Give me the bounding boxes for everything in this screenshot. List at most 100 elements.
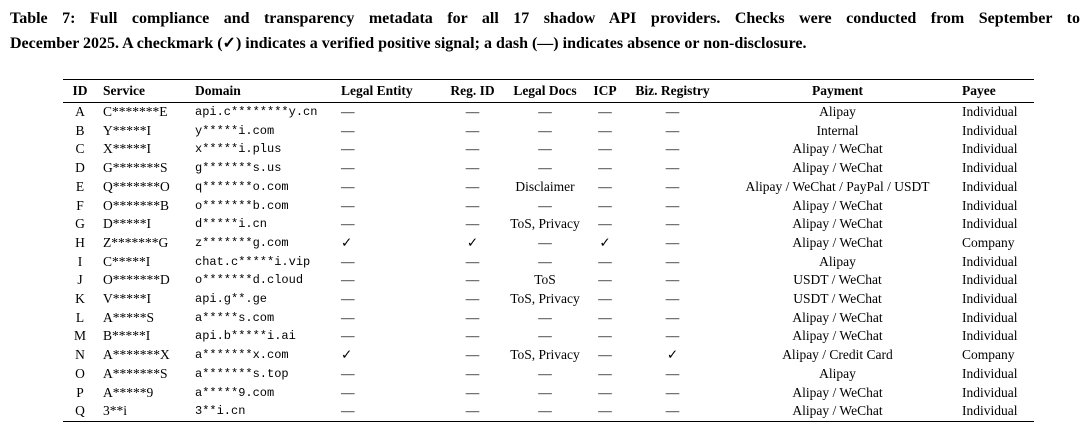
cell-payment: Alipay / WeChat xyxy=(792,216,883,232)
cell-legal-entity: — xyxy=(341,384,355,400)
table-header-row: ID Service Domain Legal Entity Reg. ID L… xyxy=(63,79,1034,103)
cell-service: C*******E xyxy=(103,104,168,119)
cell-id: H xyxy=(75,234,85,250)
column-header-service: Service xyxy=(97,79,190,103)
cell-icp: — xyxy=(598,328,612,344)
table-row: E Q*******O q*******o.com — — Disclaimer — — Ali… xyxy=(63,178,1034,197)
cell-legal-docs: — xyxy=(538,328,552,344)
cell-domain: api.g**.ge xyxy=(195,292,268,307)
cell-legal-docs: Disclaimer xyxy=(515,178,575,194)
compliance-metadata-table: ID Service Domain Legal Entity Reg. ID L… xyxy=(63,79,1034,422)
cell-legal-docs: — xyxy=(538,253,552,269)
cell-id: O xyxy=(75,365,85,381)
table-row: K V*****I api.g**.ge — — ToS, Privacy — — USDT /… xyxy=(63,290,1034,309)
cell-id: I xyxy=(77,253,83,269)
column-header-biz-registry: Biz. Registry xyxy=(625,79,720,103)
cell-service: 3**i xyxy=(103,403,128,419)
table-row: H Z*******G z*******g.com ✓ ✓ — ✓ — Alipay / WeC… xyxy=(63,234,1034,253)
table-row: A C*******E api.c********y.cn — — — — — Alipay In… xyxy=(63,103,1034,122)
cell-domain: a*******s.top xyxy=(195,366,289,381)
cell-id: L xyxy=(75,309,85,325)
cell-payment: Alipay / Credit Card xyxy=(782,347,893,363)
cell-biz-registry: — xyxy=(665,122,680,138)
cell-legal-docs: — xyxy=(538,384,552,400)
cell-icp: — xyxy=(598,197,612,213)
cell-id: F xyxy=(76,197,84,213)
cell-legal-docs: — xyxy=(538,122,552,138)
cell-service: D*****I xyxy=(103,216,151,232)
cell-payment: Alipay / WeChat xyxy=(792,403,883,419)
cell-payee: Individual xyxy=(962,365,1018,381)
table-caption-line-2: December 2025. A checkmark (✓) indicates… xyxy=(10,35,807,52)
cell-reg-id: ✓ xyxy=(466,234,479,250)
cell-icp: — xyxy=(598,384,612,400)
cell-payment: Alipay / WeChat xyxy=(792,234,883,250)
cell-icp: — xyxy=(598,104,612,119)
table-row: O A*******S a*******s.top — — — — — Alipay Indivi… xyxy=(63,365,1034,384)
cell-legal-entity: — xyxy=(341,104,355,119)
cell-id: D xyxy=(75,160,85,176)
cell-biz-registry: ✓ xyxy=(666,347,679,363)
cell-icp: — xyxy=(598,122,612,138)
cell-payee: Individual xyxy=(962,178,1018,194)
cell-id: P xyxy=(76,384,84,400)
cell-legal-entity: ✓ xyxy=(341,347,353,363)
cell-domain: z*******g.com xyxy=(195,235,289,250)
cell-biz-registry: — xyxy=(665,234,680,250)
cell-reg-id: — xyxy=(465,178,480,194)
cell-biz-registry: — xyxy=(665,365,680,381)
cell-payee: Individual xyxy=(962,216,1018,232)
cell-biz-registry: — xyxy=(665,384,680,400)
cell-domain: api.b*****i.ai xyxy=(195,329,296,344)
cell-biz-registry: — xyxy=(665,141,680,157)
cell-service: A*****S xyxy=(103,309,155,325)
cell-icp: — xyxy=(598,347,612,363)
column-header-id: ID xyxy=(63,79,97,103)
cell-biz-registry: — xyxy=(665,403,680,419)
cell-icp: — xyxy=(598,160,612,176)
table-row: D G*******S g*******s.us — — — — — Alipay / WeCh… xyxy=(63,159,1034,178)
table-row: C X*****I x*****i.plus — — — — — Alipay / WeChat… xyxy=(63,140,1034,159)
cell-payee: Individual xyxy=(962,197,1018,213)
cell-domain: chat.c*****i.vip xyxy=(195,254,311,269)
cell-id: K xyxy=(75,291,85,307)
cell-id: A xyxy=(75,104,85,119)
cell-reg-id: — xyxy=(465,347,480,363)
cell-icp: — xyxy=(598,403,612,419)
cell-reg-id: — xyxy=(465,328,480,344)
cell-icp: — xyxy=(598,272,612,288)
cell-domain: y*****i.com xyxy=(195,123,275,138)
cell-payment: Alipay xyxy=(819,104,856,119)
cell-legal-docs: — xyxy=(538,104,552,119)
cell-payee: Individual xyxy=(962,309,1018,325)
cell-service: Z*******G xyxy=(103,234,169,250)
cell-service: O*******B xyxy=(103,197,170,213)
cell-payment: Alipay xyxy=(819,365,856,381)
cell-payment: Alipay / WeChat xyxy=(792,328,883,344)
cell-icp: — xyxy=(598,141,612,157)
cell-biz-registry: — xyxy=(665,253,680,269)
cell-domain: 3**i.cn xyxy=(195,404,246,419)
cell-biz-registry: — xyxy=(665,197,680,213)
cell-id: M xyxy=(73,328,86,344)
cell-service: X*****I xyxy=(103,141,151,157)
cell-payment: Alipay xyxy=(819,253,856,269)
cell-payee: Individual xyxy=(962,253,1018,269)
cell-payee: Company xyxy=(962,347,1015,363)
cell-payment: Alipay / WeChat xyxy=(792,197,883,213)
cell-biz-registry: — xyxy=(665,104,680,119)
cell-legal-docs: — xyxy=(538,365,552,381)
cell-domain: a*****s.com xyxy=(195,310,275,325)
cell-id: B xyxy=(75,122,85,138)
table-body: A C*******E api.c********y.cn — — — — — Alipay In… xyxy=(63,103,1034,422)
cell-service: O*******D xyxy=(103,272,170,288)
cell-legal-entity: — xyxy=(341,178,355,194)
cell-biz-registry: — xyxy=(665,178,680,194)
cell-reg-id: — xyxy=(465,253,480,269)
cell-biz-registry: — xyxy=(665,309,680,325)
cell-payee: Individual xyxy=(962,384,1018,400)
cell-service: C*****I xyxy=(103,253,151,269)
table-row: F O*******B o*******b.com — — — — — Alipay / WeC… xyxy=(63,197,1034,216)
cell-reg-id: — xyxy=(465,122,480,138)
